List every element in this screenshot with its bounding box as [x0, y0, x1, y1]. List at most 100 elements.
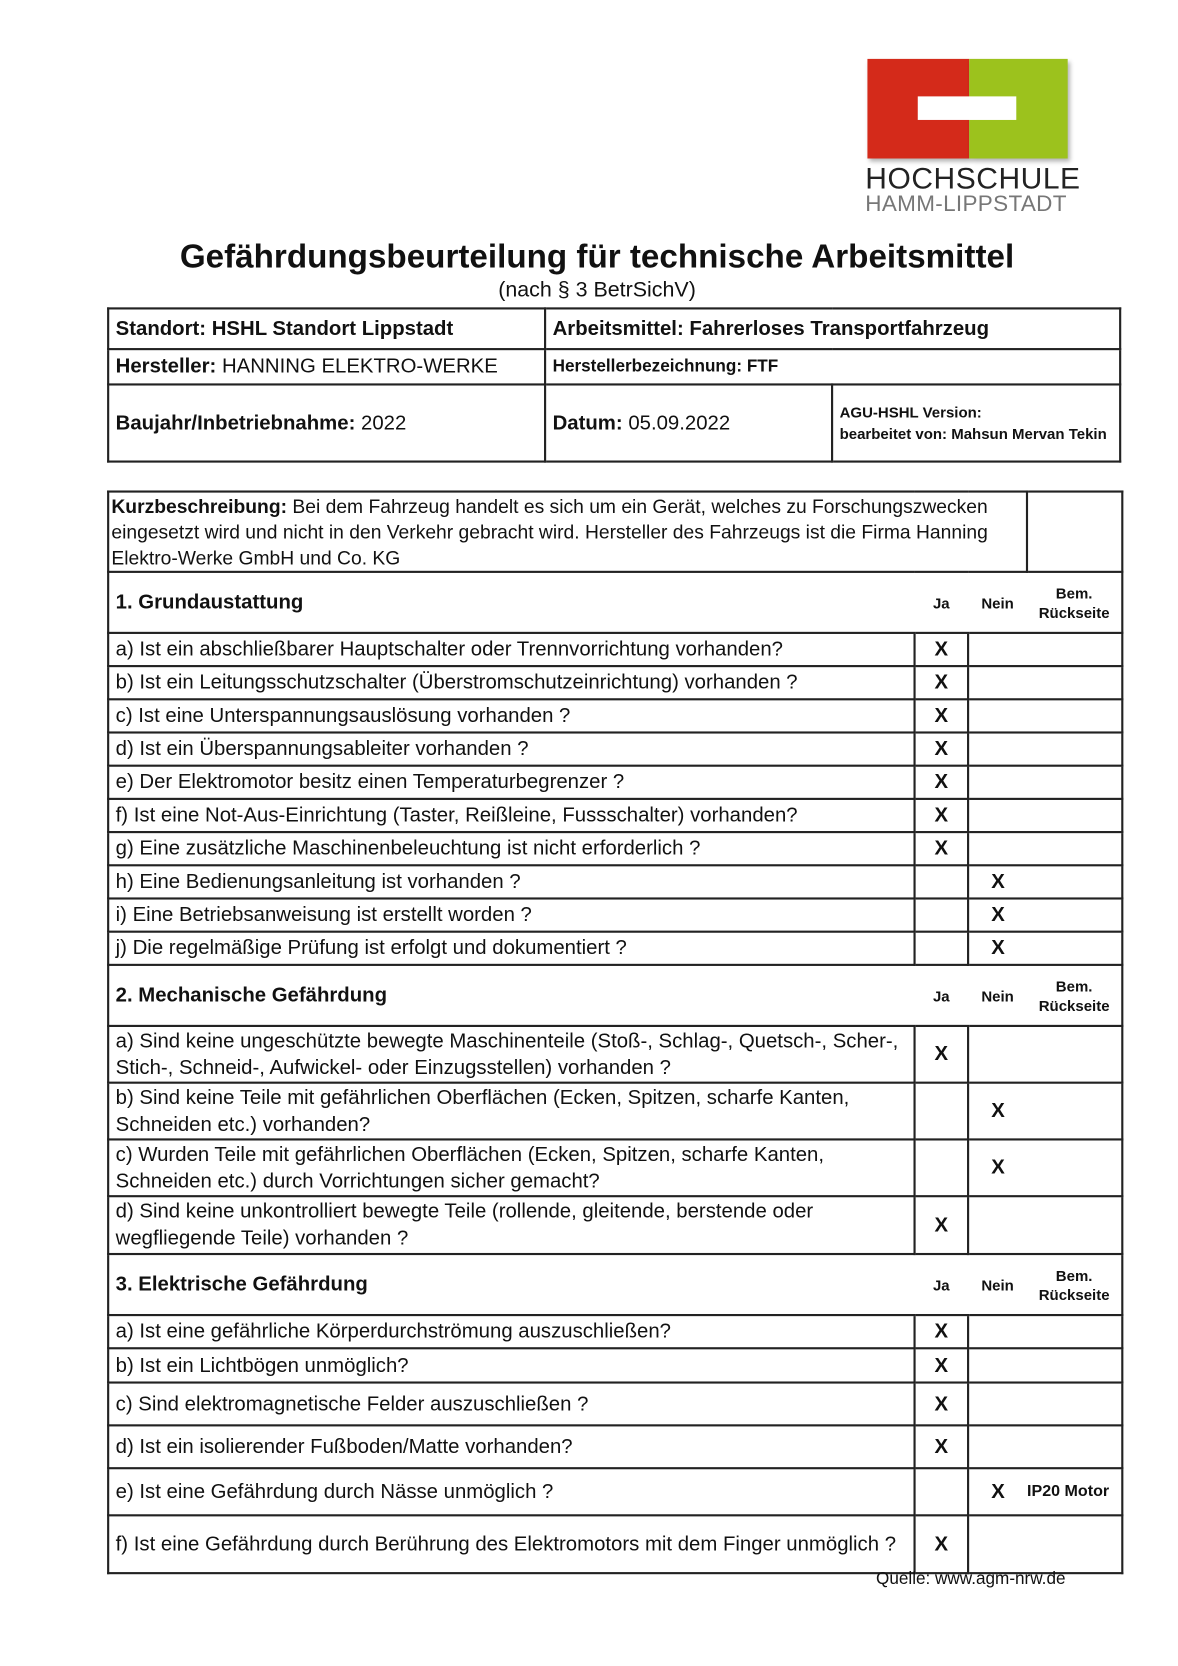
column-nein: Nein [968, 963, 1028, 1027]
check-mark: X [934, 671, 949, 694]
nein-checkbox[interactable] [967, 1424, 1028, 1470]
ja-checkbox[interactable]: X [913, 1195, 970, 1256]
baujahr-cell: Baujahr/Inbetriebnahme: 2022 [107, 383, 547, 463]
nein-checkbox[interactable] [967, 1514, 1028, 1575]
question-text: b) Ist ein Leitungsschutzschalter (Übers… [107, 665, 916, 701]
ja-checkbox[interactable]: X [913, 831, 970, 867]
question-row: f) Ist eine Not-Aus-Einrichtung (Taster,… [107, 797, 1124, 834]
section-title: 2. Mechanische Gefährdung [107, 963, 915, 1027]
bemerkung-cell[interactable] [1027, 930, 1124, 966]
question-row: e) Ist eine Gefährdung durch Nässe unmög… [107, 1467, 1124, 1517]
nein-checkbox[interactable] [967, 698, 1028, 734]
nein-checkbox[interactable] [967, 1381, 1028, 1427]
question-row: e) Der Elektromotor besitz einen Tempera… [107, 764, 1124, 800]
column-bem: Bem. Rückseite [1027, 963, 1124, 1027]
ja-checkbox[interactable] [913, 1081, 970, 1141]
check-mark: X [934, 1043, 949, 1066]
bemerkung-cell[interactable] [1027, 1381, 1124, 1427]
bemerkung-cell[interactable] [1027, 1514, 1124, 1575]
bemerkung-cell[interactable]: IP20 Motor [1027, 1467, 1124, 1517]
column-nein: Nein [968, 570, 1028, 634]
question-row: c) Ist eine Unterspannungsauslösung vorh… [107, 698, 1124, 734]
question-text: c) Wurden Teile mit gefährlichen Oberflä… [107, 1138, 916, 1198]
ja-checkbox[interactable]: X [913, 1381, 970, 1427]
bemerkung-cell[interactable] [1027, 1313, 1124, 1350]
bemerkung-cell[interactable] [1027, 665, 1124, 701]
section-header: 2. Mechanische Gefährdung Ja Nein Bem. Rück… [107, 963, 1124, 1027]
herstellerbez-cell: Herstellerbezeichnung: FTF [544, 348, 1122, 386]
arbeitsmittel-value: Fahrerloses Transportfahrzeug [689, 317, 990, 341]
nein-checkbox[interactable] [967, 731, 1028, 767]
datum-label: Datum: [552, 411, 623, 435]
ja-checkbox[interactable]: X [913, 1514, 970, 1575]
question-text: h) Eine Bedienungsanleitung ist vorhande… [107, 864, 916, 900]
ja-checkbox[interactable]: X [913, 1313, 970, 1350]
ja-checkbox[interactable] [913, 864, 970, 900]
question-text: b) Sind keine Teile mit gefährlichen Obe… [107, 1081, 916, 1141]
bemerkung-cell[interactable] [1027, 698, 1124, 734]
bemerkung-cell[interactable] [1027, 864, 1124, 900]
assessment-table: Kurzbeschreibung: Bei dem Fahrzeug hande… [107, 490, 1124, 1575]
version-cell: AGU-HSHL Version: bearbeitet von: Mahsun… [831, 383, 1122, 463]
ja-checkbox[interactable] [913, 1138, 970, 1198]
bemerkung-cell[interactable] [1027, 764, 1124, 800]
column-nein: Nein [968, 1252, 1028, 1317]
question-row: b) Ist ein Leitungsschutzschalter (Übers… [107, 665, 1124, 701]
nein-checkbox[interactable]: X [967, 897, 1028, 933]
nein-checkbox[interactable] [967, 1313, 1028, 1350]
check-mark: X [934, 638, 949, 661]
ja-checkbox[interactable]: X [913, 1024, 970, 1084]
check-mark: X [991, 1156, 1005, 1180]
nein-checkbox[interactable]: X [967, 1138, 1028, 1198]
ja-checkbox[interactable]: X [913, 731, 970, 767]
nein-checkbox[interactable] [967, 764, 1028, 800]
nein-checkbox[interactable] [967, 1024, 1028, 1084]
section-header: 1. Grundaustattung Ja Nein Bem. Rückseite [107, 570, 1124, 634]
ja-checkbox[interactable]: X [913, 631, 970, 668]
question-row: a) Ist ein abschließbarer Hauptschalter … [107, 631, 1124, 668]
nein-checkbox[interactable] [967, 1347, 1028, 1384]
bemerkung-cell[interactable] [1027, 1081, 1124, 1141]
ja-checkbox[interactable] [913, 1467, 970, 1517]
nein-checkbox[interactable]: X [967, 864, 1028, 900]
section-header: 3. Elektrische Gefährdung Ja Nein Bem. Rück… [107, 1252, 1124, 1317]
standort-cell: Standort: HSHL Standort Lippstadt [107, 307, 547, 351]
bemerkung-cell[interactable] [1027, 731, 1124, 767]
nein-checkbox[interactable]: X [967, 1467, 1028, 1517]
version-label: AGU-HSHL Version: [839, 403, 982, 421]
question-text: e) Der Elektromotor besitz einen Tempera… [107, 764, 916, 800]
nein-checkbox[interactable]: X [967, 930, 1028, 966]
bemerkung-cell[interactable] [1027, 631, 1124, 668]
nein-checkbox[interactable] [967, 631, 1028, 668]
logo-line1: HOCHSCHULE [865, 161, 1081, 195]
ja-checkbox[interactable]: X [913, 698, 970, 734]
ja-checkbox[interactable]: X [913, 764, 970, 800]
question-text: c) Ist eine Unterspannungsauslösung vorh… [107, 698, 916, 734]
ja-checkbox[interactable] [913, 930, 970, 966]
bemerkung-cell[interactable] [1027, 1424, 1124, 1470]
ja-checkbox[interactable] [913, 897, 970, 933]
bemerkung-cell[interactable] [1027, 897, 1124, 933]
check-mark: X [991, 870, 1005, 894]
ja-checkbox[interactable]: X [913, 665, 970, 701]
bemerkung-cell[interactable] [1027, 797, 1124, 834]
nein-checkbox[interactable] [967, 797, 1028, 834]
bemerkung-cell[interactable] [1027, 1195, 1124, 1256]
bemerkung-cell[interactable] [1027, 1138, 1124, 1198]
question-text: d) Sind keine unkontrolliert bewegte Tei… [107, 1195, 916, 1256]
ja-checkbox[interactable]: X [913, 1347, 970, 1384]
bemerkung-cell[interactable] [1027, 831, 1124, 867]
document-subtitle: (nach § 3 BetrSichV) [498, 278, 696, 302]
check-mark: X [934, 1392, 949, 1416]
nein-checkbox[interactable] [967, 665, 1028, 701]
bemerkung-text: IP20 Motor [1027, 1482, 1110, 1501]
nein-checkbox[interactable] [967, 1195, 1028, 1256]
check-mark: X [991, 1099, 1005, 1123]
check-mark: X [934, 804, 949, 827]
ja-checkbox[interactable]: X [913, 797, 970, 834]
nein-checkbox[interactable] [967, 831, 1028, 867]
nein-checkbox[interactable]: X [967, 1081, 1028, 1141]
ja-checkbox[interactable]: X [913, 1424, 970, 1470]
bemerkung-cell[interactable] [1027, 1347, 1124, 1384]
bemerkung-cell[interactable] [1027, 1024, 1124, 1084]
